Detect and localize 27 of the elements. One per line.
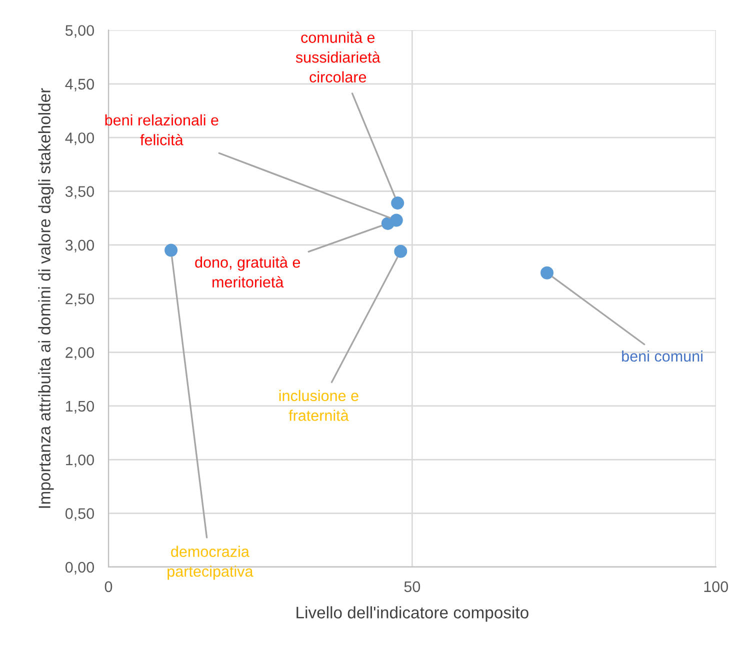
x-tick-label: 100	[704, 581, 728, 592]
y-tick-label: 1,50	[66, 400, 94, 414]
y-tick-label: 5,00	[65, 25, 94, 38]
y-axis-title: Importanza attribuita ai domini di valore dagli stakeholder	[38, 88, 54, 508]
annotation: comunità e sussidiarietà circolare	[296, 32, 380, 82]
y-tick-label: 3,50	[65, 186, 94, 199]
x-axis-title: Livello dell'indicatore composito	[296, 606, 528, 622]
y-tick-label: 4,00	[65, 132, 94, 146]
point	[394, 244, 408, 258]
y-tick-label: 2,50	[66, 293, 94, 306]
annotation: beni relazionali e felicità	[105, 114, 218, 146]
y-tick-label: 2,00	[66, 347, 94, 360]
point	[540, 266, 554, 280]
annotation: dono, gratuità e meritorietà	[195, 256, 300, 288]
y-tick-label: 4,50	[65, 78, 94, 92]
y-tick-label: 1,00	[66, 454, 94, 468]
y-tick-label: 0,50	[65, 508, 94, 521]
y-tick-label: 0,00	[65, 562, 94, 574]
annotation: democrazia partecipativa	[168, 546, 254, 580]
x-tick-label: 50	[404, 581, 420, 592]
point	[164, 244, 178, 257]
y-tick-label: 3,00	[65, 240, 94, 252]
annotation: beni comuni	[622, 350, 702, 362]
annotation: inclusione e fraternità	[279, 390, 358, 421]
point	[381, 216, 394, 230]
x-tick-label: 0	[104, 581, 112, 592]
point	[391, 196, 404, 210]
